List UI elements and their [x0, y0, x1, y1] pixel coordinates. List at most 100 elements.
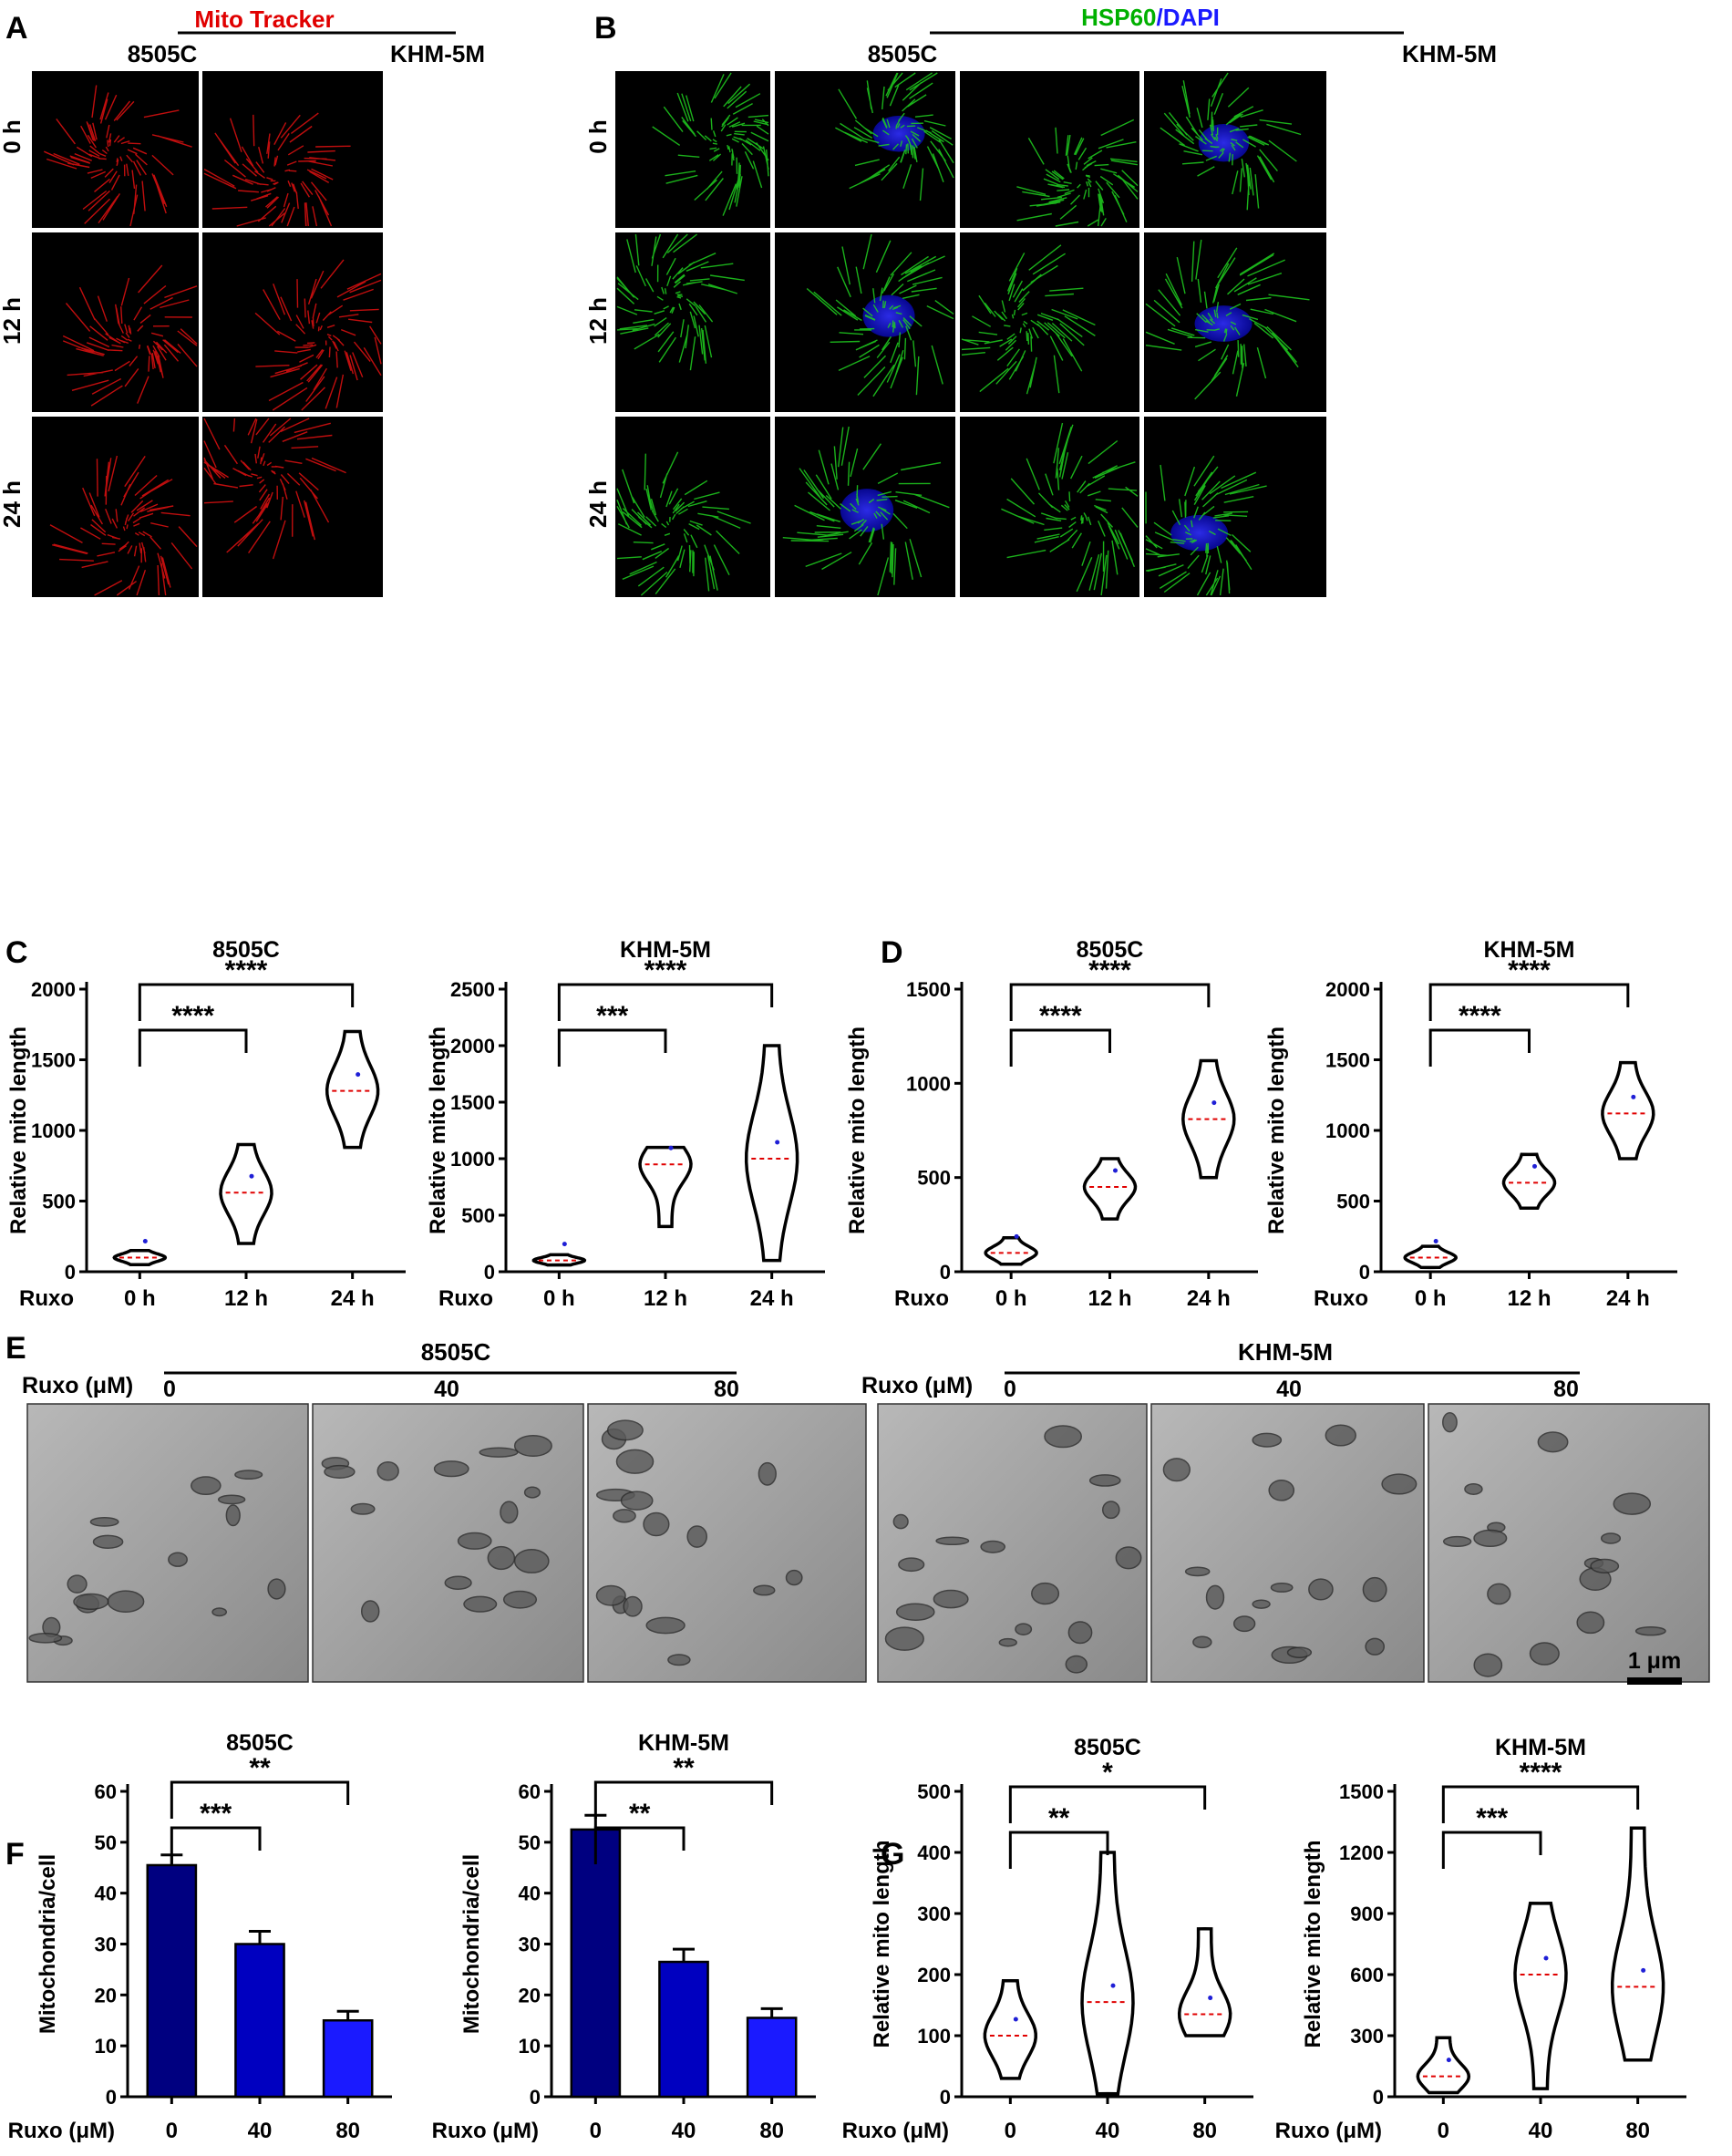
panel-e-tem-organelle [998, 1637, 1017, 1647]
panel-a-col-8505c: 8505C [128, 40, 198, 67]
y-axis-label: Relative mito length [426, 1026, 450, 1234]
panel-e-group-8505c: 8505C [421, 1338, 491, 1366]
panel-e-tem-organelle [1044, 1425, 1083, 1449]
x-tick-label: 0 [166, 2119, 178, 2143]
violin-1 [1082, 1157, 1138, 1221]
panel-letter-b: B [594, 11, 617, 46]
chart-f-8505c: 8505C 0 10 20 30 40 50 60 Mitochondria/cell 0 40 80… [8, 1730, 392, 2143]
violin-1 [638, 1145, 693, 1229]
y-tick-label: 0 [1373, 2086, 1384, 2109]
panel-e-tem-organelle [667, 1654, 691, 1666]
y-tick-label: 50 [95, 1831, 117, 1854]
panel-b-image-r2-c2-filaments [1001, 422, 1139, 596]
significance-label-1: * [1102, 1758, 1113, 1788]
panel-e-tem-organelle [523, 1486, 541, 1499]
x-tick-label: 12 h [1088, 1286, 1131, 1311]
panel-e-tem-organelle [463, 1595, 498, 1613]
treatment-label: Ruxo [894, 1286, 949, 1311]
violin-0 [531, 1253, 587, 1267]
significance-label-0: **** [1039, 1001, 1082, 1031]
panel-e-tem-organelle [1232, 1615, 1256, 1633]
panel-e-tem-organelle [211, 1607, 228, 1617]
panel-e-tem-organelle [884, 1626, 924, 1651]
panel-e-tem-organelle [1600, 1532, 1622, 1544]
panel-e-tem-organelle [1325, 1424, 1356, 1447]
panel-e-tem-organelle [1252, 1599, 1271, 1609]
panel-e-tem-image-5 [1428, 1403, 1710, 1683]
panel-a-image-grid [32, 71, 383, 597]
chart-d-khm-5m: KHM-5M 0 500 1000 1500 2000 Relative mito leng… [1264, 937, 1677, 1311]
panel-e-tem-organelle [73, 1593, 109, 1611]
panel-e-tem-organelle [1088, 1474, 1121, 1487]
panel-a-image-r0-c1 [202, 71, 383, 228]
panel-a-image-r2-c0 [32, 417, 199, 597]
panel-letter-g: G [881, 1837, 904, 1872]
y-tick-label: 30 [95, 1934, 117, 1956]
significance-label-1: ** [249, 1753, 271, 1783]
panel-b-image-r2-c3-filaments [1145, 455, 1267, 596]
violin-point-2 [1641, 1967, 1646, 1973]
panel-a-image-r1-c0 [32, 232, 199, 412]
panel-e-tem-organelle [107, 1590, 145, 1613]
x-tick-label: 12 h [224, 1286, 268, 1311]
panel-b-image-r2-c3-bg [1144, 417, 1326, 597]
panel-e-tem-organelle [620, 1491, 654, 1511]
panel-b-image-r2-c1-filaments [782, 426, 950, 596]
significance-label-0: *** [200, 1799, 232, 1829]
panel-a-image-r2-c0-bg [32, 417, 199, 597]
panel-b-image-r1-c1 [775, 232, 955, 412]
panel-e-tem-image-0 [26, 1403, 309, 1683]
panel-e-tem-organelle [1286, 1646, 1313, 1658]
panel-e-tem-organelle [623, 1595, 643, 1617]
panel-a-image-r1-c0-filaments [62, 264, 198, 407]
chart-title: 8505C [1074, 1735, 1141, 1760]
panel-b-title: HSP60/DAPI [1081, 4, 1220, 31]
panel-b-image-r1-c3-nucleus [1194, 305, 1253, 342]
panel-e-tem-organelle [1537, 1431, 1569, 1453]
violin-2 [1610, 1826, 1665, 2062]
x-tick-label: 0 [1005, 2119, 1016, 2143]
panel-e-tem-organelle [645, 1616, 686, 1635]
chart-c-khm-5m: KHM-5M 0 500 1000 1500 2000 2500 Relative mito … [426, 937, 825, 1311]
chart-title: KHM-5M [1495, 1735, 1586, 1760]
panel-e-tem-organelle [935, 1536, 970, 1546]
violin-0 [983, 1978, 1037, 2080]
panel-e-scale-bar [1627, 1677, 1682, 1685]
violin-point-2 [1208, 1996, 1213, 2001]
y-axis-label: Relative mito length [1301, 1840, 1325, 2048]
treatment-label: Ruxo (μM) [432, 2119, 539, 2143]
panel-e-tem-organelle [1473, 1529, 1508, 1548]
panel-b-image-r2-c2-bg [960, 417, 1139, 597]
x-tick-label: 12 h [1507, 1286, 1551, 1311]
panel-e-dose-khm5m-0: 0 [1004, 1377, 1016, 1402]
panel-b-image-r0-c3-filaments [1160, 72, 1302, 211]
panel-e-scale-label: 1 μm [1628, 1648, 1681, 1674]
y-tick-label: 100 [917, 2025, 951, 2048]
panel-b-image-r1-c2-bg [960, 232, 1139, 412]
panel-e-treatment-label-khm5m: Ruxo (μM) [861, 1373, 973, 1398]
panel-e-tem-organelle [1464, 1483, 1483, 1495]
violin-0 [112, 1248, 168, 1267]
panel-e-tem-organelle [1015, 1623, 1033, 1635]
panel-e-tem-organelle [1529, 1642, 1560, 1666]
x-tick-label: 40 [248, 2119, 273, 2143]
panel-a-image-r2-c0-filaments [49, 455, 198, 596]
treatment-label: Ruxo [19, 1286, 74, 1311]
panel-b-image-r0-c3-nucleus [1198, 124, 1250, 162]
y-tick-label: 2000 [31, 978, 76, 1001]
x-tick-label: 80 [1625, 2119, 1650, 2143]
panel-b-image-r0-c0-bg [615, 71, 770, 228]
panel-b-image-r0-c2-filaments [1016, 119, 1139, 227]
violin-1 [1080, 1851, 1135, 2096]
panel-e-tem-organelle [785, 1569, 803, 1586]
panel-e-tem-organelle [513, 1548, 550, 1573]
panel-a-image-r1-c0-bg [32, 232, 199, 412]
panel-e-tem-image-2 [587, 1403, 867, 1683]
bar-0 [570, 1828, 622, 2099]
panel-e-dose-8505c-0: 0 [163, 1377, 176, 1402]
significance-label-1: **** [1088, 955, 1131, 985]
panel-e-tem-organelle [615, 1449, 655, 1474]
significance-bracket-1 [170, 1780, 350, 1819]
